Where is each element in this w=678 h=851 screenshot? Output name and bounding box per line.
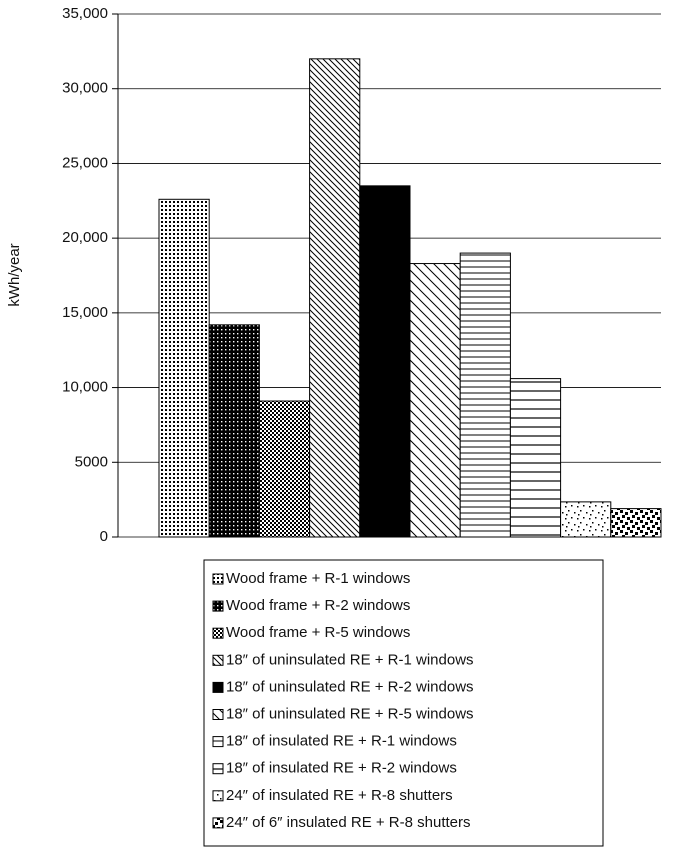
bar bbox=[409, 263, 461, 538]
legend-label: 24″ of 6″ insulated RE + R-8 shutters bbox=[226, 814, 471, 831]
bar bbox=[610, 508, 662, 538]
y-tick-label: 15,000 bbox=[62, 304, 108, 321]
legend-label: 18″ of uninsulated RE + R-1 windows bbox=[226, 651, 474, 668]
legend-swatch bbox=[212, 681, 224, 693]
legend-label: Wood frame + R-5 windows bbox=[226, 624, 410, 641]
legend-swatch bbox=[212, 600, 224, 612]
legend-swatch bbox=[212, 736, 224, 748]
bar bbox=[258, 400, 311, 538]
y-tick-label: 10,000 bbox=[62, 379, 108, 396]
legend-swatch bbox=[212, 627, 224, 639]
legend-label: 18″ of insulated RE + R-1 windows bbox=[226, 733, 457, 750]
bar bbox=[459, 252, 511, 538]
legend-swatch bbox=[212, 573, 224, 585]
bar bbox=[158, 198, 210, 538]
legend-swatch bbox=[212, 709, 224, 720]
y-tick-label: 5000 bbox=[75, 453, 108, 470]
y-tick-label: 25,000 bbox=[62, 154, 108, 171]
legend-label: 18″ of insulated RE + R-2 windows bbox=[226, 760, 457, 777]
bar bbox=[208, 324, 260, 538]
bar bbox=[309, 58, 361, 538]
bar bbox=[560, 501, 612, 538]
y-tick-label: 35,000 bbox=[62, 5, 108, 22]
legend-box bbox=[203, 559, 604, 847]
bar bbox=[509, 378, 562, 538]
y-axis-label: kWh/year bbox=[6, 243, 23, 306]
legend-swatch bbox=[212, 817, 224, 829]
legend-label: 24″ of insulated RE + R-8 shutters bbox=[226, 787, 453, 804]
bar bbox=[359, 185, 411, 538]
legend-label: 18″ of uninsulated RE + R-2 windows bbox=[226, 678, 474, 695]
y-tick-label: 20,000 bbox=[62, 229, 108, 246]
legend-label: Wood frame + R-1 windows bbox=[226, 570, 410, 587]
legend-label: 18″ of uninsulated RE + R-5 windows bbox=[226, 705, 474, 722]
y-tick-label: 0 bbox=[100, 528, 108, 545]
legend-swatch bbox=[212, 790, 224, 802]
legend-label: Wood frame + R-2 windows bbox=[226, 597, 410, 614]
y-tick-label: 30,000 bbox=[62, 80, 108, 97]
legend-swatch bbox=[212, 763, 224, 775]
legend-swatch bbox=[212, 654, 224, 666]
